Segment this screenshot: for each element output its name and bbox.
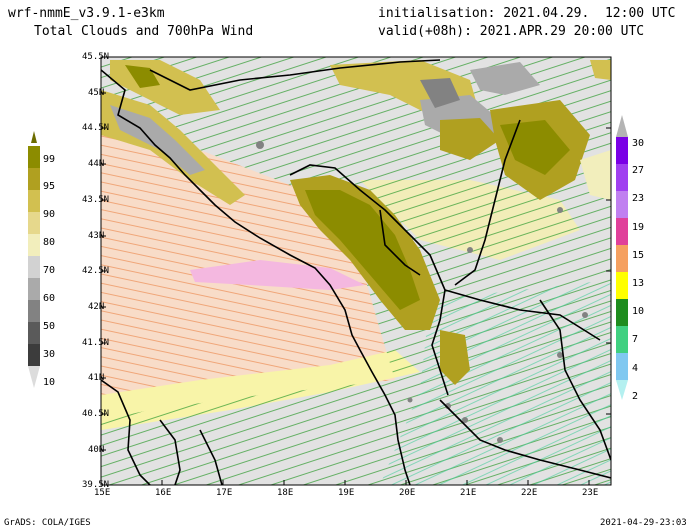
lat-label: 42N [88, 302, 105, 312]
lat-label: 43N [88, 231, 105, 241]
wind-zone-19 [190, 260, 365, 290]
cloud-cluster-serbia [330, 60, 611, 200]
wind-colorbar-label: 23 [632, 193, 645, 204]
lat-label: 40.5N [82, 409, 110, 419]
lat-label: 45N [88, 88, 105, 98]
lat-label: 43.5N [82, 195, 110, 205]
lat-label: 39.5N [82, 480, 110, 490]
lon-label: 19E [338, 488, 355, 498]
wind-colorbar-label: 4 [632, 363, 639, 374]
lon-label: 16E [155, 488, 172, 498]
lon-label: 18E [277, 488, 294, 498]
cloud-colorbar-label: 50 [43, 321, 56, 332]
wind-colorbar-label: 7 [632, 334, 639, 345]
lat-label: 42.5N [82, 266, 110, 276]
lon-label: 17E [216, 488, 233, 498]
lon-label: 22E [521, 488, 538, 498]
cloud-cluster-montenegro [290, 175, 470, 385]
grads-credit: GrADS: COLA/IGES [4, 518, 91, 528]
wind-colorbar-label: 27 [632, 165, 645, 176]
lon-ticks [161, 480, 590, 485]
cloud-colorbar-label: 90 [43, 209, 56, 220]
lon-label: 15E [94, 488, 111, 498]
product-title: Total Clouds and 700hPa Wind [34, 24, 254, 39]
cloud-colorbar-label: 99 [43, 154, 56, 165]
wind-colorbar-label: 19 [632, 222, 645, 233]
render-timestamp: 2021-04-29-23:03 [600, 518, 687, 528]
wind-colorbar-label: 10 [632, 306, 645, 317]
valid-time: valid(+08h): 2021.APR.29 20:00 UTC [378, 24, 645, 39]
lat-label: 44N [88, 159, 105, 169]
lat-ticks [101, 56, 611, 451]
cloud-colorbar-label: 80 [43, 237, 56, 248]
coastlines-borders [101, 59, 611, 485]
model-title: wrf-nmmE_v3.9.1-e3km [8, 6, 165, 21]
lat-label: 45.5N [82, 52, 110, 62]
lat-label: 44.5N [82, 123, 110, 133]
lon-label: 23E [582, 488, 599, 498]
wind-colorbar-label: 30 [632, 138, 645, 149]
cloud-colorbar-label: 30 [43, 349, 56, 360]
init-time: initialisation: 2021.04.29. 12:00 UTC [378, 6, 676, 21]
wind-colorbar [616, 115, 628, 400]
cloud-cells-scattered [256, 141, 588, 443]
lon-label: 20E [399, 488, 416, 498]
cloud-colorbar-label: 70 [43, 265, 56, 276]
wind-colorbar-label: 2 [632, 391, 639, 402]
lat-label: 41N [88, 373, 105, 383]
lat-label: 41.5N [82, 338, 110, 348]
cloud-colorbar-label: 95 [43, 181, 56, 192]
wind-colorbar-label: 15 [632, 250, 645, 261]
cloud-colorbar-label: 60 [43, 293, 56, 304]
lon-label: 21E [460, 488, 477, 498]
cloud-colorbar-label: 10 [43, 377, 56, 388]
cloud-colorbar [28, 131, 40, 388]
lat-label: 40N [88, 445, 105, 455]
wind-colorbar-label: 13 [632, 278, 645, 289]
